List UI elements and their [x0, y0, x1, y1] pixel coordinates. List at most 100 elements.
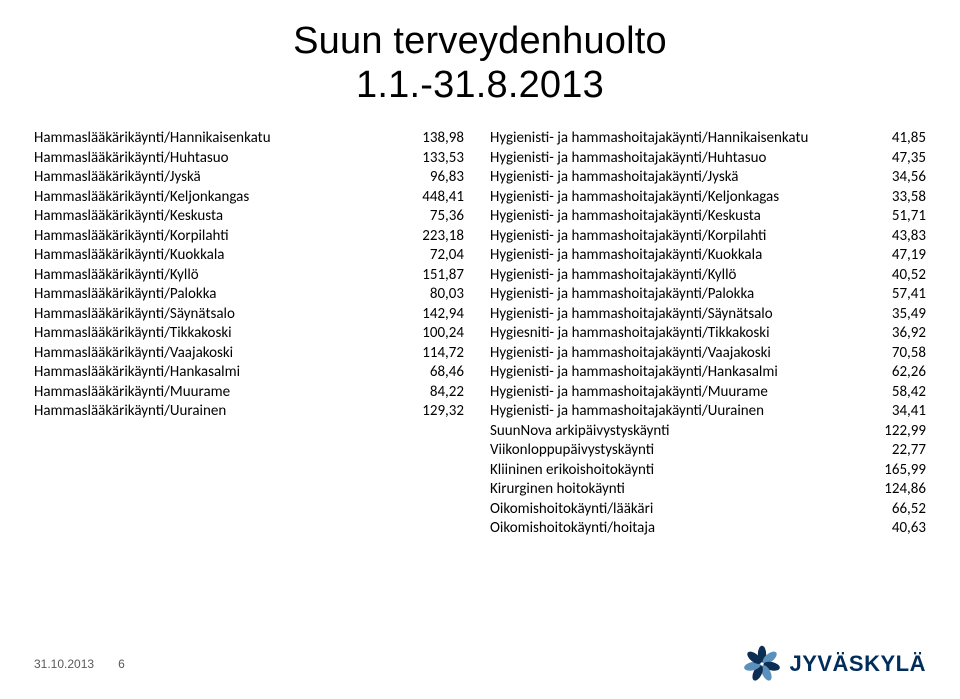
right-row: Kirurginen hoitokäynti 124,86 [490, 480, 926, 500]
left-label: Hammaslääkärikäynti/Kyllö [34, 266, 199, 286]
content-columns: Hammaslääkärikäynti/Hannikaisenkatu 138,9… [34, 129, 926, 539]
right-row: Hygienisti- ja hammashoitajakäynti/Hanka… [490, 363, 926, 383]
right-value: 70,58 [886, 344, 926, 364]
right-row: Hygienisti- ja hammashoitajakäynti/Uurai… [490, 402, 926, 422]
left-row: Hammaslääkärikäynti/Keljonkangas448,41 [34, 188, 464, 208]
right-label: Oikomishoitokäynti/lääkäri [490, 500, 653, 520]
right-label: Kliininen erikoishoitokäynti [490, 461, 654, 481]
page-title: Suun terveydenhuolto 1.1.-31.8.2013 [34, 20, 926, 107]
left-row: Hammaslääkärikäynti/Vaajakoski114,72 [34, 344, 464, 364]
left-value: 138,98 [416, 129, 464, 149]
right-value: 40,52 [886, 266, 926, 286]
right-value: 41,85 [886, 129, 926, 149]
right-row: Hygienisti- ja hammashoitajakäynti/Korpi… [490, 227, 926, 247]
right-label: Hygienisti- ja hammashoitajakäynti/Jyskä [490, 168, 738, 188]
flower-icon [743, 645, 781, 683]
right-value: 165,99 [878, 461, 926, 481]
right-value: 47,19 [886, 246, 926, 266]
left-row: Hammaslääkärikäynti/Korpilahti 223,18 [34, 227, 464, 247]
right-label: Hygienisti- ja hammashoitajakäynti/Korpi… [490, 227, 766, 247]
left-label: Hammaslääkärikäynti/Keskusta [34, 207, 223, 227]
right-column: Hygienisti- ja hammashoitajakäynti/Hanni… [490, 129, 926, 539]
right-row: Hygienisti- ja hammashoitajakäynti/Keljo… [490, 188, 926, 208]
right-row: Hygienisti- ja hammashoitajakäynti/Vaaja… [490, 344, 926, 364]
footer-date: 31.10.2013 [34, 657, 94, 671]
right-value: 22,77 [886, 441, 926, 461]
logo: JYVÄSKYLÄ [743, 645, 926, 683]
left-value: 68,46 [424, 363, 464, 383]
left-row: Hammaslääkärikäynti/Jyskä 96,83 [34, 168, 464, 188]
left-value: 223,18 [416, 227, 464, 247]
left-label: Hammaslääkärikäynti/Hannikaisenkatu [34, 129, 271, 149]
left-value: 96,83 [424, 168, 464, 188]
right-value: 66,52 [886, 500, 926, 520]
right-value: 43,83 [886, 227, 926, 247]
left-label: Hammaslääkärikäynti/Keljonkangas [34, 188, 249, 208]
left-row: Hammaslääkärikäynti/Kyllö 151,87 [34, 266, 464, 286]
left-value: 142,94 [416, 305, 464, 325]
right-row: Viikonloppupäivystyskäynti 22,77 [490, 441, 926, 461]
left-label: Hammaslääkärikäynti/Säynätsalo [34, 305, 235, 325]
left-label: Hammaslääkärikäynti/Jyskä [34, 168, 201, 188]
left-value: 133,53 [416, 149, 464, 169]
right-value: 62,26 [886, 363, 926, 383]
right-value: 34,56 [886, 168, 926, 188]
right-label: Hygienisti- ja hammashoitajakäynti/Kyllö [490, 266, 736, 286]
left-value: 100,24 [416, 324, 464, 344]
right-value: 47,35 [886, 149, 926, 169]
footer-left: 31.10.2013 6 [34, 657, 125, 671]
right-label: Hygienisti- ja hammashoitajakäynti/Palok… [490, 285, 754, 305]
left-row: Hammaslääkärikäynti/Keskusta 75,36 [34, 207, 464, 227]
right-row: Oikomishoitokäynti/hoitaja 40,63 [490, 519, 926, 539]
right-value: 57,41 [886, 285, 926, 305]
right-value: 36,92 [886, 324, 926, 344]
left-value: 72,04 [424, 246, 464, 266]
left-row: Hammaslääkärikäynti/Palokka 80,03 [34, 285, 464, 305]
right-value: 124,86 [878, 480, 926, 500]
left-value: 80,03 [424, 285, 464, 305]
right-row: Hygienisti- ja hammashoitajakäynti/Jyskä… [490, 168, 926, 188]
left-column: Hammaslääkärikäynti/Hannikaisenkatu 138,9… [34, 129, 464, 539]
left-row: Hammaslääkärikäynti/Säynätsalo 142,94 [34, 305, 464, 325]
left-label: Hammaslääkärikäynti/Korpilahti [34, 227, 229, 247]
left-value: 84,22 [424, 383, 464, 403]
right-label: Oikomishoitokäynti/hoitaja [490, 519, 655, 539]
right-label: Viikonloppupäivystyskäynti [490, 441, 654, 461]
left-row: Hammaslääkärikäynti/Tikkakoski100,24 [34, 324, 464, 344]
title-line-2: 1.1.-31.8.2013 [356, 64, 604, 106]
right-label: Hygienisti- ja hammashoitajakäynti/Huhta… [490, 149, 766, 169]
right-row: Oikomishoitokäynti/lääkäri 66,52 [490, 500, 926, 520]
left-row: Hammaslääkärikäynti/Huhtasuo 133,53 [34, 149, 464, 169]
slide: Suun terveydenhuolto 1.1.-31.8.2013 Hamm… [0, 0, 960, 699]
right-value: 35,49 [886, 305, 926, 325]
left-value: 114,72 [416, 344, 464, 364]
right-label: Hygienisti- ja hammashoitajakäynti/Muura… [490, 383, 768, 403]
left-row: Hammaslääkärikäynti/Uurainen129,32 [34, 402, 464, 422]
right-label: Hygienisti- ja hammashoitajakäynti/Vaaja… [490, 344, 771, 364]
right-label: Hygienisti- ja hammashoitajakäynti/Kuokk… [490, 246, 762, 266]
right-row: Hygiesniti- ja hammashoitajakäynti/Tikka… [490, 324, 926, 344]
right-label: Hygienisti- ja hammashoitajakäynti/Hanka… [490, 363, 778, 383]
left-label: Hammaslääkärikäynti/Huhtasuo [34, 149, 229, 169]
right-label: Hygienisti- ja hammashoitajakäynti/Keljo… [490, 188, 779, 208]
left-label: Hammaslääkärikäynti/Hankasalmi [34, 363, 240, 383]
right-value: 40,63 [886, 519, 926, 539]
right-value: 122,99 [878, 422, 926, 442]
right-row: Hygienisti- ja hammashoitajakäynti/Muura… [490, 383, 926, 403]
logo-text: JYVÄSKYLÄ [789, 651, 926, 677]
right-label: Hygiesniti- ja hammashoitajakäynti/Tikka… [490, 324, 770, 344]
footer-page: 6 [118, 657, 125, 671]
right-label: Kirurginen hoitokäynti [490, 480, 625, 500]
right-value: 33,58 [886, 188, 926, 208]
right-row: Hygienisti- ja hammashoitajakäynti/Kuokk… [490, 246, 926, 266]
right-row: Hygienisti- ja hammashoitajakäynti/Palok… [490, 285, 926, 305]
left-value: 75,36 [424, 207, 464, 227]
left-row: Hammaslääkärikäynti/Hannikaisenkatu 138,9… [34, 129, 464, 149]
right-value: 51,71 [886, 207, 926, 227]
right-value: 34,41 [886, 402, 926, 422]
right-value: 58,42 [886, 383, 926, 403]
left-label: Hammaslääkärikäynti/Palokka [34, 285, 216, 305]
left-row: Hammaslääkärikäynti/Muurame84,22 [34, 383, 464, 403]
right-row: Hygienisti- ja hammashoitajakäynti/Huhta… [490, 149, 926, 169]
left-value: 151,87 [416, 266, 464, 286]
